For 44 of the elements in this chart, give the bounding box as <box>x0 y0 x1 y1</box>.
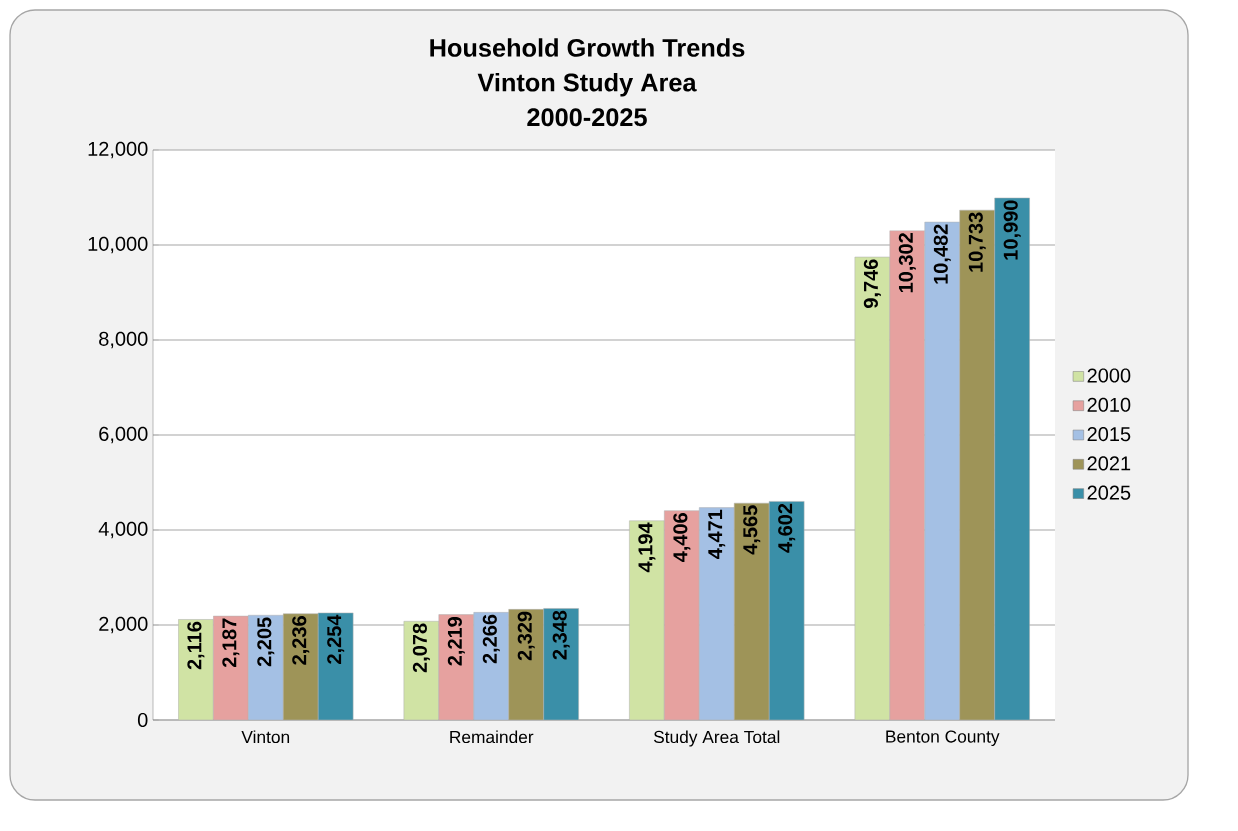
legend-label: 2025 <box>1087 485 1131 500</box>
bar <box>959 209 995 720</box>
data-label: 2,236 <box>292 616 310 665</box>
y-tick-label: 4,000 <box>98 521 148 539</box>
data-label: 2,219 <box>447 616 465 666</box>
y-tick-label: 6,000 <box>99 426 148 444</box>
data-label: 2,254 <box>327 614 345 664</box>
data-label: 9,746 <box>863 259 881 309</box>
data-label: 10,482 <box>933 224 951 284</box>
bar <box>889 230 926 720</box>
bar <box>854 256 891 720</box>
data-label: 4,406 <box>673 513 691 563</box>
bar <box>629 520 665 720</box>
bar <box>733 502 770 720</box>
x-tick-label: Remainder <box>450 730 534 744</box>
y-tick-label: 0 <box>137 712 148 728</box>
data-label: 2,348 <box>552 610 570 660</box>
chart-subtitle: Vinton Study Area 2000-2025 <box>477 72 697 127</box>
x-tick-label: Benton County <box>886 730 1000 747</box>
y-tick-label: 12,000 <box>88 141 148 159</box>
data-label: 2,329 <box>517 611 535 661</box>
y-tick-label: 10,000 <box>88 236 148 254</box>
legend-label: 2015 <box>1087 427 1131 442</box>
bar <box>664 510 700 720</box>
data-label: 2,078 <box>412 623 430 673</box>
data-label: 10,733 <box>968 212 986 272</box>
y-tick-label: 8,000 <box>99 331 148 349</box>
x-tick-label: Vinton <box>241 730 290 744</box>
data-label: 2,187 <box>222 618 240 668</box>
data-label: 2,116 <box>187 621 205 670</box>
data-label: 2,266 <box>482 614 500 664</box>
chart-title: Household Growth Trends <box>430 38 745 57</box>
data-label: 10,302 <box>898 233 916 293</box>
data-label: 10,990 <box>1003 200 1021 260</box>
data-label: 4,471 <box>708 509 726 559</box>
legend-label: 2000 <box>1087 368 1131 383</box>
data-label: 2,205 <box>257 617 275 667</box>
data-label: 4,602 <box>778 503 796 553</box>
legend-label: 2010 <box>1087 397 1131 412</box>
data-label: 4,194 <box>638 522 656 573</box>
data-label: 4,565 <box>743 505 761 555</box>
y-tick-label: 2,000 <box>99 616 148 634</box>
legend-label: 2021 <box>1087 456 1131 471</box>
x-tick-label: Study Area Total <box>653 730 780 747</box>
